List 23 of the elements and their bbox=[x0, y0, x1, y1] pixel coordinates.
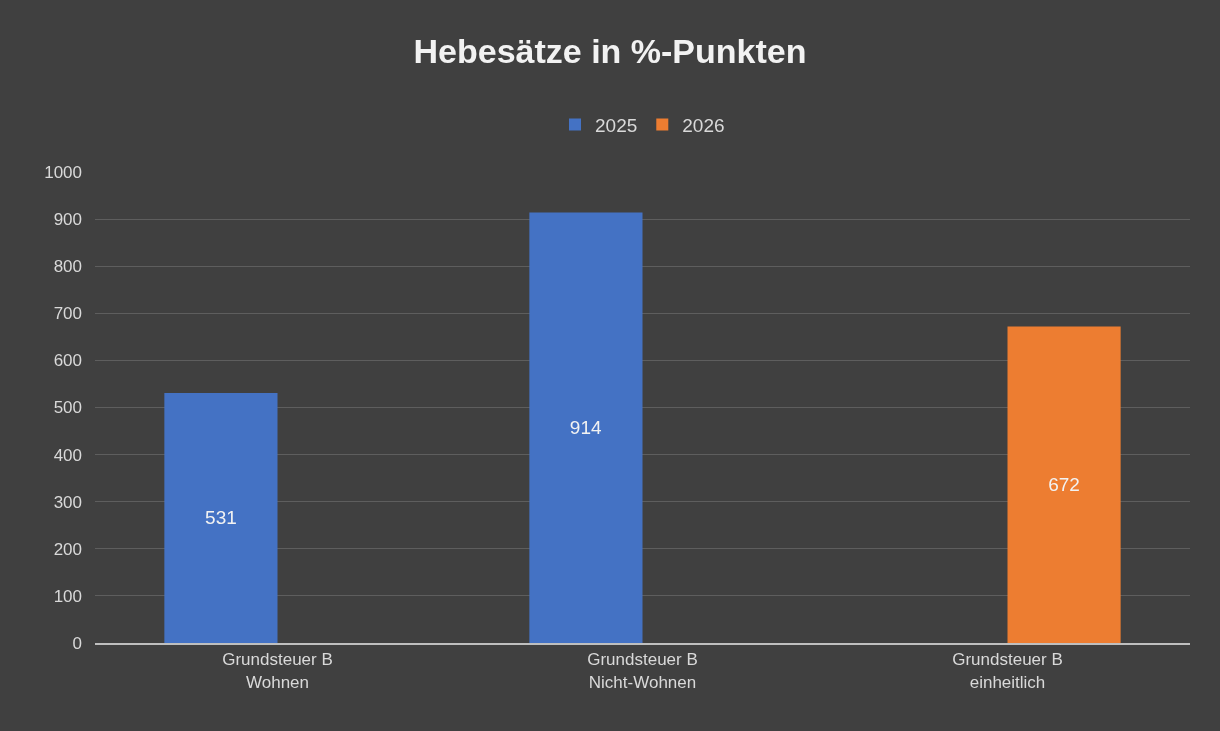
data-label: 531 bbox=[205, 507, 237, 529]
y-tick-label: 100 bbox=[53, 586, 82, 606]
y-tick-label: 300 bbox=[53, 492, 82, 512]
y-tick-label: 1000 bbox=[44, 162, 82, 182]
y-tick-label: 700 bbox=[53, 304, 82, 324]
data-label: 914 bbox=[569, 417, 602, 439]
data-label: 672 bbox=[1048, 474, 1080, 496]
bar bbox=[529, 212, 643, 643]
y-tick-label: 800 bbox=[53, 257, 82, 277]
legend-label: 2026 bbox=[682, 115, 725, 136]
y-tick-label: 200 bbox=[53, 539, 82, 559]
y-tick-label: 900 bbox=[53, 210, 82, 230]
y-tick-label: 400 bbox=[53, 445, 82, 465]
bar bbox=[1007, 326, 1121, 643]
y-tick-label: 600 bbox=[53, 351, 82, 371]
y-tick-label: 500 bbox=[53, 398, 82, 418]
chart-title: Hebesätze in %-Punkten bbox=[413, 32, 807, 71]
legend-label: 2025 bbox=[595, 115, 638, 136]
x-tick-label: Grundsteuer B Nicht-Wohnen bbox=[587, 650, 698, 692]
bar bbox=[164, 392, 278, 643]
x-tick-label: Grundsteuer B Wohnen bbox=[222, 650, 333, 692]
y-tick-label: 0 bbox=[72, 633, 82, 653]
x-tick-label: Grundsteuer B einheitlich bbox=[952, 650, 1063, 692]
